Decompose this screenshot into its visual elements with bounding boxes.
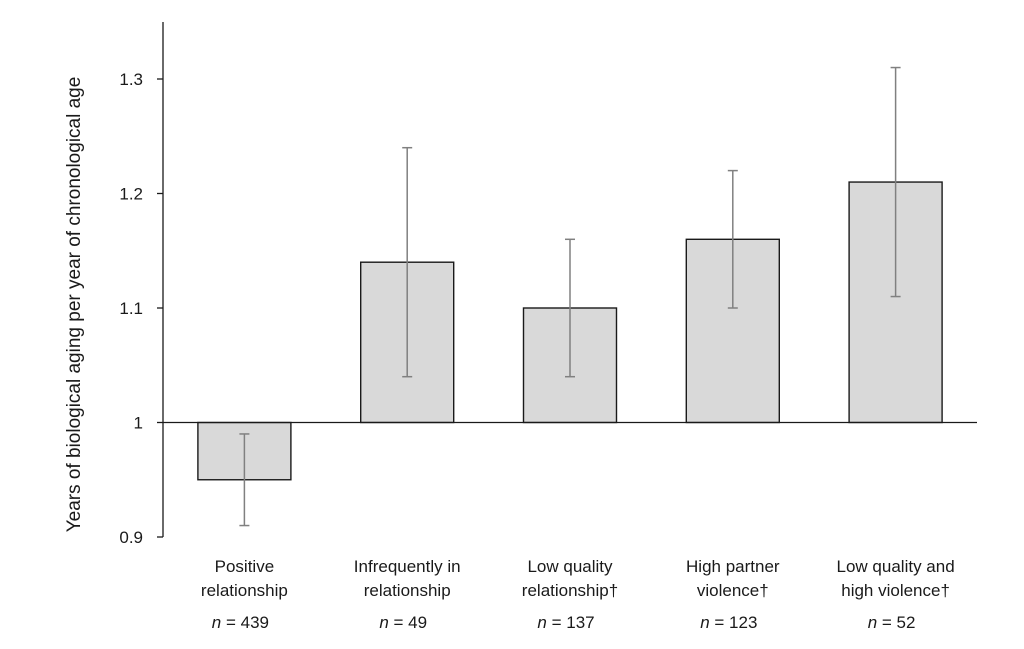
category-label: Infrequently in [354,557,461,576]
error-bar [890,66,901,298]
y-tick-label: 1.1 [119,299,143,318]
sample-size-label: n = 137 [537,613,594,632]
error-bar [727,169,738,309]
y-ticks: 0.9 1 1.1 1.2 1.3 [119,70,163,547]
category-label: relationship† [522,581,618,600]
error-bars [239,66,901,527]
category-label: Positive [215,557,275,576]
sample-size-label: n = 52 [868,613,916,632]
y-tick-label: 1 [134,414,143,433]
y-tick-label: 0.9 [119,528,143,547]
category-label: relationship [201,581,288,600]
sample-size-label: n = 123 [700,613,757,632]
category-label: high violence† [841,581,950,600]
category-label: relationship [364,581,451,600]
error-bar [402,146,413,378]
y-axis-label: Years of biological aging per year of ch… [64,77,85,533]
y-tick-label: 1.3 [119,70,143,89]
error-bar [565,238,575,378]
category-label: violence† [697,581,769,600]
category-label: Low quality and [837,557,955,576]
category-labels: Positive relationship n = 439 Infrequently … [201,557,955,632]
category-label: Low quality [527,557,613,576]
sample-size-label: n = 439 [212,613,269,632]
category-label: High partner [686,557,780,576]
error-bar [239,433,250,527]
y-tick-label: 1.2 [119,185,143,204]
sample-size-label: n = 49 [379,613,427,632]
